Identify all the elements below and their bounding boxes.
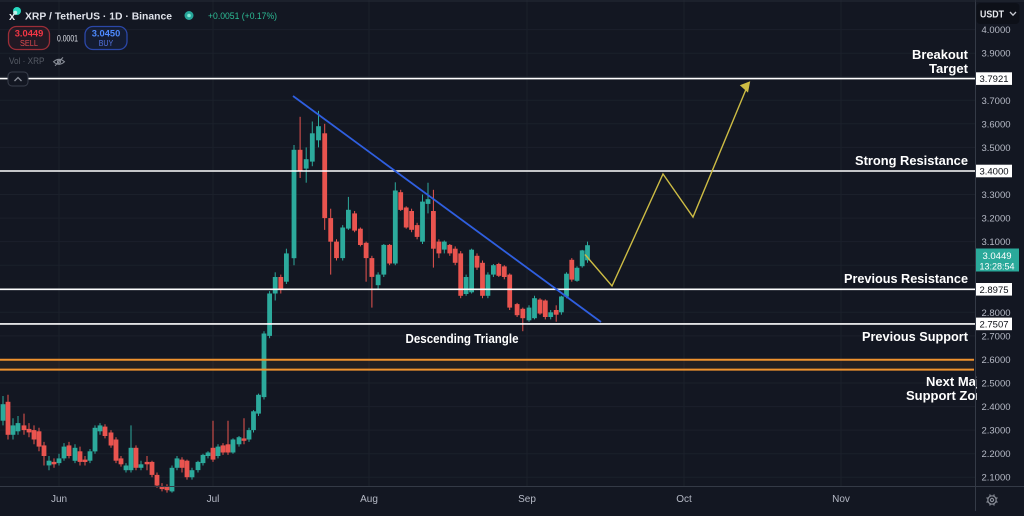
svg-text:Sep: Sep (518, 494, 536, 505)
svg-text:Previous Resistance: Previous Resistance (844, 271, 968, 286)
svg-text:2.3000: 2.3000 (981, 426, 1010, 437)
svg-text:2.8000: 2.8000 (981, 308, 1010, 319)
svg-text:3.1000: 3.1000 (981, 237, 1010, 248)
svg-text:3.7921: 3.7921 (979, 74, 1008, 85)
svg-text:BUY: BUY (99, 39, 114, 48)
svg-text:Previous Support: Previous Support (862, 329, 969, 344)
svg-text:2.4000: 2.4000 (981, 402, 1010, 413)
svg-text:2.7000: 2.7000 (981, 331, 1010, 342)
svg-text:3.0449: 3.0449 (15, 29, 44, 40)
svg-text:2.6000: 2.6000 (981, 355, 1010, 366)
svg-text:Next Major: Next Major (926, 374, 992, 389)
svg-text:3.5000: 3.5000 (981, 143, 1010, 154)
svg-text:Descending Triangle: Descending Triangle (406, 331, 519, 346)
svg-text:3.2000: 3.2000 (981, 214, 1010, 225)
svg-text:x: x (9, 11, 16, 23)
svg-text:Breakout: Breakout (912, 47, 969, 62)
svg-text:Jul: Jul (207, 494, 220, 505)
svg-text:0.0001: 0.0001 (57, 34, 78, 44)
svg-text:3.7000: 3.7000 (981, 96, 1010, 107)
svg-text:Target: Target (929, 61, 969, 76)
svg-text:Oct: Oct (676, 494, 692, 505)
svg-text:Jun: Jun (51, 494, 67, 505)
svg-text:Nov: Nov (832, 494, 850, 505)
svg-text:2.2000: 2.2000 (981, 449, 1010, 460)
svg-text:Aug: Aug (360, 494, 378, 505)
svg-text:3.3000: 3.3000 (981, 190, 1010, 201)
svg-text:3.6000: 3.6000 (981, 119, 1010, 130)
svg-text:3.4000: 3.4000 (979, 167, 1008, 178)
svg-text:SELL: SELL (20, 39, 38, 48)
svg-text:2.1000: 2.1000 (981, 473, 1010, 484)
svg-text:3.0449: 3.0449 (982, 251, 1011, 262)
svg-text:XRP / TetherUS · 1D · Binance: XRP / TetherUS · 1D · Binance (25, 11, 172, 23)
svg-text:2.7507: 2.7507 (979, 320, 1008, 331)
svg-text:USDT: USDT (980, 10, 1004, 21)
svg-text:Vol · XRP: Vol · XRP (9, 56, 45, 66)
svg-text:2.8975: 2.8975 (979, 285, 1008, 296)
svg-text:+0.0051 (+0.17%): +0.0051 (+0.17%) (208, 11, 277, 22)
svg-text:3.9000: 3.9000 (981, 49, 1010, 60)
svg-text:13:28:54: 13:28:54 (979, 262, 1014, 272)
svg-text:Support Zone: Support Zone (906, 388, 991, 403)
svg-text:2.5000: 2.5000 (981, 379, 1010, 390)
svg-text:3.0450: 3.0450 (92, 29, 121, 40)
svg-text:4.0000: 4.0000 (981, 25, 1010, 36)
svg-text:Strong Resistance: Strong Resistance (855, 153, 968, 168)
